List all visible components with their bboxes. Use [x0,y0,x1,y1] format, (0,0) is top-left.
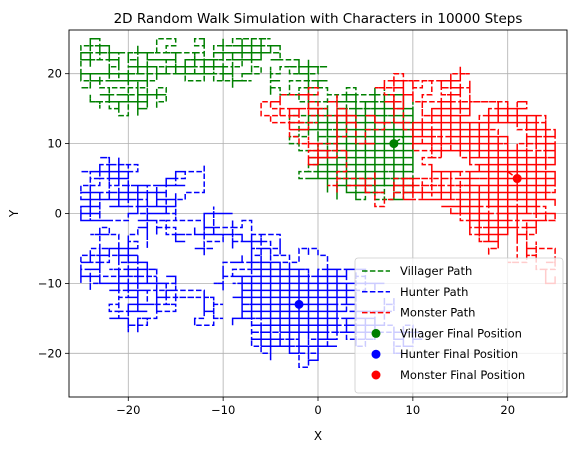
ticks: −20 −10 0 10 20 −20 −10 0 10 20 [38,67,515,417]
final-markers [294,139,522,309]
y-tick-label: 20 [47,67,62,81]
x-tick-label: 20 [500,403,515,417]
legend-label-4: Villager Final Position [400,326,522,340]
legend-marker-4 [371,328,381,338]
legend-label-1: Villager Path [400,264,472,278]
chart-title: 2D Random Walk Simulation with Character… [114,11,523,27]
legend-label-3: Monster Path [400,306,475,320]
paths [80,37,556,369]
x-tick-label: −20 [116,403,140,417]
legend-marker-6 [371,370,381,380]
series-line-2 [80,156,424,369]
legend-label-2: Hunter Path [400,285,468,299]
x-tick-label: 0 [314,403,321,417]
y-tick-label: 0 [55,207,62,221]
series-line-3 [260,66,556,285]
legend: Villager Path Hunter Path Monster Path Vill… [354,257,564,394]
y-tick-label: 10 [47,137,62,151]
final-position-point-1 [389,139,399,149]
series-line-1 [80,37,414,201]
final-position-point-3 [512,174,522,184]
legend-label-5: Hunter Final Position [400,347,518,361]
y-tick-label: −20 [38,346,62,360]
final-position-point-2 [294,299,304,309]
legend-marker-5 [371,349,381,359]
x-tick-label: −10 [211,403,235,417]
legend-label-6: Monster Final Position [400,368,525,382]
x-axis-label: X [314,429,322,443]
y-axis-label: Y [7,209,21,218]
legend-box [354,257,564,394]
x-tick-label: 10 [406,403,421,417]
y-tick-label: −10 [38,276,62,290]
